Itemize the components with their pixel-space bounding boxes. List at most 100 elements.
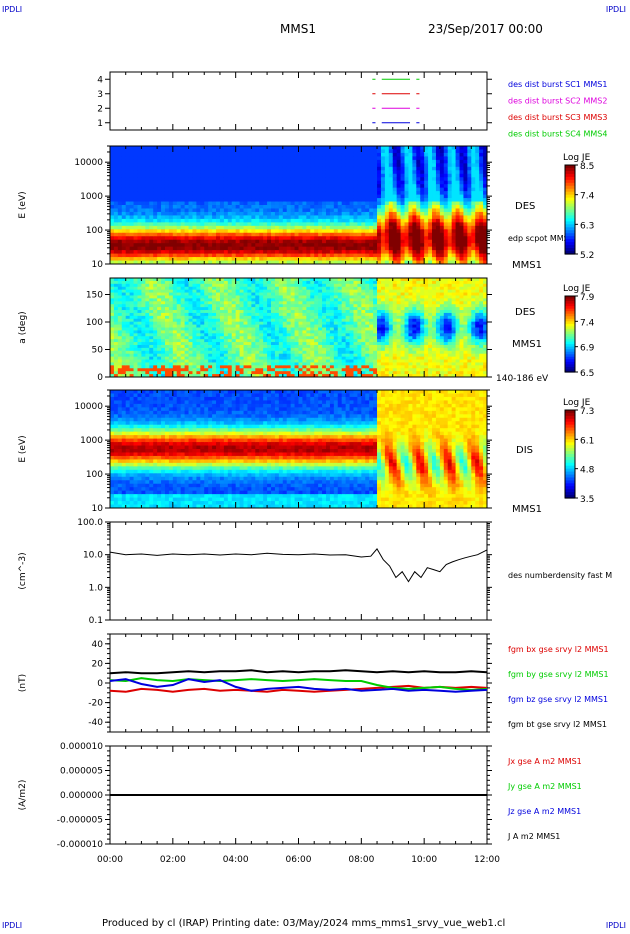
heatmap-cell xyxy=(420,166,425,171)
heatmap-cell xyxy=(188,365,193,369)
heatmap-cell xyxy=(357,173,362,178)
heatmap-cell xyxy=(408,218,413,223)
heatmap-cell xyxy=(451,215,457,220)
heatmap-cell xyxy=(435,250,441,255)
heatmap-cell xyxy=(161,239,166,244)
heatmap-cell xyxy=(432,239,437,244)
heatmap-cell xyxy=(373,184,378,189)
heatmap-cell xyxy=(157,191,162,196)
heatmap-cell xyxy=(263,321,268,326)
heatmap-cell xyxy=(180,170,186,175)
heatmap-cell xyxy=(137,362,142,366)
heatmap-cell xyxy=(196,365,201,369)
heatmap-cell xyxy=(157,250,162,255)
heatmap-cell xyxy=(263,208,268,213)
heatmap-cell xyxy=(180,298,186,302)
heatmap-cell xyxy=(337,211,343,216)
heatmap-cell xyxy=(435,260,441,265)
heatmap-cell xyxy=(404,156,409,161)
heatmap-cell xyxy=(298,159,303,164)
heatmap-cell xyxy=(219,365,225,369)
heatmap-cell xyxy=(365,250,370,255)
heatmap-cell xyxy=(459,257,464,262)
heatmap-cell xyxy=(129,187,135,192)
heatmap-cell xyxy=(451,229,457,234)
heatmap-cell xyxy=(408,152,413,157)
heatmap-cell xyxy=(192,146,197,150)
heatmap-cell xyxy=(168,243,174,248)
heatmap-cell xyxy=(290,180,296,185)
heatmap-cell xyxy=(223,208,229,213)
heatmap-cell xyxy=(223,304,229,308)
heatmap-cell xyxy=(176,246,182,251)
heatmap-cell xyxy=(420,152,425,157)
heatmap-cell xyxy=(216,365,221,369)
heatmap-cell xyxy=(223,315,229,320)
heatmap-cell xyxy=(164,149,170,154)
heatmap-cell xyxy=(263,350,268,355)
heatmap-cell xyxy=(145,187,150,192)
heatmap-cell xyxy=(239,359,245,363)
heatmap-cell xyxy=(274,260,280,265)
heatmap-cell xyxy=(483,225,488,230)
heatmap-cell xyxy=(110,232,115,237)
heatmap-cell xyxy=(286,236,292,241)
heatmap-cell xyxy=(180,330,186,334)
heatmap-cell xyxy=(432,191,437,196)
heatmap-cell xyxy=(125,301,131,305)
heatmap-cell xyxy=(278,191,284,196)
heatmap-cell xyxy=(329,229,335,234)
heatmap-cell xyxy=(314,156,319,161)
heatmap-cell xyxy=(145,327,150,331)
heatmap-cell xyxy=(113,239,119,244)
heatmap-cell xyxy=(212,222,217,227)
heatmap-cell xyxy=(286,215,292,220)
heatmap-cell xyxy=(172,229,178,234)
heatmap-cell xyxy=(161,222,166,227)
heatmap-cell xyxy=(110,342,115,346)
heatmap-cell xyxy=(204,327,209,331)
heatmap-cell xyxy=(459,198,464,203)
heatmap-cell xyxy=(145,286,150,291)
heatmap-cell xyxy=(168,339,174,343)
heatmap-cell xyxy=(365,260,370,265)
heatmap-cell xyxy=(435,177,441,182)
heatmap-cell xyxy=(200,170,205,175)
heatmap-cell xyxy=(290,257,296,262)
heatmap-cell xyxy=(125,187,131,192)
heatmap-cell xyxy=(471,211,476,216)
heatmap-cell xyxy=(113,344,119,349)
heatmap-cell xyxy=(345,194,351,199)
heatmap-cell xyxy=(227,225,233,230)
heatmap-cell xyxy=(251,356,256,361)
heatmap-cell xyxy=(235,156,241,161)
heatmap-cell xyxy=(117,278,123,282)
heatmap-cell xyxy=(263,359,268,363)
heatmap-cell xyxy=(451,163,457,168)
heatmap-cell xyxy=(172,298,178,302)
heatmap-cell xyxy=(337,198,343,203)
heatmap-cell xyxy=(164,257,170,262)
heatmap-cell xyxy=(113,280,119,285)
heatmap-cell xyxy=(192,295,197,299)
heatmap-cell xyxy=(435,218,441,223)
heatmap-cell xyxy=(408,163,413,168)
heatmap-cell xyxy=(420,201,425,206)
heatmap-cell xyxy=(349,218,354,223)
heatmap-cell xyxy=(463,152,468,157)
heatmap-cell xyxy=(141,292,146,296)
heatmap-cell xyxy=(180,180,186,185)
heatmap-cell xyxy=(184,229,190,234)
heatmap-cell xyxy=(113,295,119,299)
heatmap-cell xyxy=(188,318,193,323)
heatmap-cell xyxy=(318,187,323,192)
heatmap-cell xyxy=(164,283,170,288)
heatmap-cell xyxy=(467,250,472,255)
heatmap-cell xyxy=(172,344,178,349)
heatmap-cell xyxy=(145,333,150,337)
heatmap-cell xyxy=(435,215,441,220)
heatmap-cell xyxy=(188,198,193,203)
heatmap-cell xyxy=(149,289,154,294)
heatmap-cell xyxy=(259,327,264,331)
heatmap-cell xyxy=(329,250,335,255)
